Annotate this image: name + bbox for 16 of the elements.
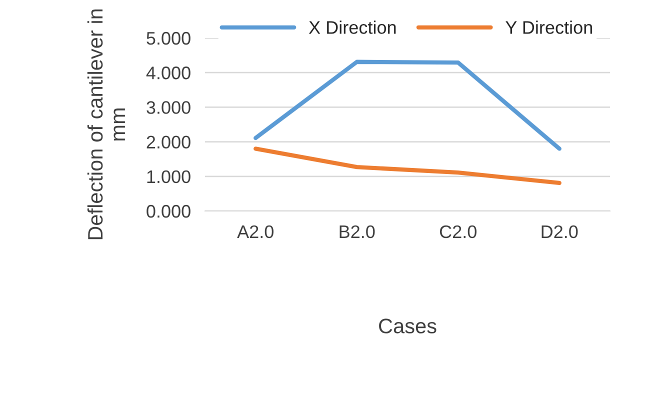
- x-tick-label: B2.0: [340, 225, 375, 238]
- y-axis-title: Deflection of cantilever in mm: [87, 9, 125, 240]
- line-series: [254, 60, 562, 151]
- x-axis-title: Cases: [379, 318, 436, 334]
- y-tick-label: 0.000: [146, 204, 190, 218]
- y-tick-label: 1.000: [147, 170, 190, 184]
- y-tick-label: 4.000: [146, 66, 190, 80]
- line-series: [254, 146, 562, 186]
- y-tick-label: 5.000: [146, 32, 190, 45]
- x-tick-label: A2.0: [237, 225, 274, 238]
- x-tick-label: D2.0: [542, 225, 578, 238]
- y-tick-label: 2.000: [146, 136, 190, 149]
- legend-label: X Direction: [308, 20, 396, 34]
- y-tick-label: 3.000: [146, 101, 190, 114]
- legend-label: Y Direction: [506, 20, 592, 34]
- x-tick-label: C2.0: [440, 225, 476, 238]
